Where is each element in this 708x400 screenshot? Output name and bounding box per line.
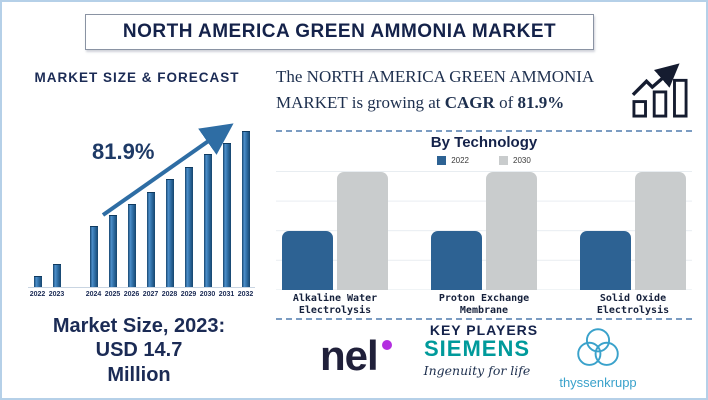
forecast-year-label: 2030	[199, 291, 216, 298]
thyssenkrupp-rings-icon	[577, 328, 619, 366]
siemens-wordmark: SIEMENS	[423, 336, 531, 361]
forecast-column-2024: 2024	[84, 130, 103, 300]
forecast-bar-2027	[146, 191, 155, 287]
forecast-year-label: 2032	[237, 291, 254, 298]
tech-category-label: Alkaline Water Electrolysis	[292, 293, 378, 316]
nel-wordmark: nel	[320, 332, 379, 379]
forecast-year-label: 2023	[48, 291, 65, 298]
page-title-box: NORTH AMERICA GREEN AMMONIA MARKET	[85, 14, 594, 50]
logo-nel: nel	[320, 332, 392, 380]
forecast-bar-2023	[52, 263, 61, 287]
headline-cagr-label: CAGR	[444, 92, 495, 112]
forecast-bar-2026	[127, 204, 136, 287]
forecast-year-label: 2022	[29, 291, 46, 298]
logo-siemens: SIEMENS Ingenuity for life	[412, 336, 542, 378]
tech-bar-2022	[431, 231, 482, 290]
tech-group	[580, 171, 686, 290]
tech-category-labels: Alkaline Water Electrolysis Proton Exchan…	[276, 293, 692, 317]
forecast-year-label: 2031	[218, 291, 235, 298]
forecast-bar-2029	[184, 166, 193, 287]
tech-category-label: Proton Exchange Membrane	[438, 293, 530, 316]
forecast-column-2028: 2028	[160, 130, 179, 300]
market-size-line3: Million	[107, 363, 171, 386]
forecast-column-2027: 2027	[141, 130, 160, 300]
tech-bar-2030	[337, 172, 388, 290]
tech-bar-2030	[486, 172, 537, 290]
tech-category-label: Solid Oxide Electrolysis	[596, 293, 670, 316]
growth-chart-icon	[631, 63, 688, 118]
forecast-bar-2030	[203, 154, 212, 287]
forecast-column-2023: 2023	[47, 130, 66, 300]
forecast-bar-2022	[33, 276, 42, 287]
cagr-annotation: 81.9%	[92, 139, 155, 164]
forecast-column-2032: 2032	[236, 130, 255, 300]
tech-bar-2022	[282, 231, 333, 290]
key-players-title: KEY PLAYERS	[429, 322, 539, 338]
divider-bottom	[276, 318, 692, 320]
tech-group	[431, 171, 537, 290]
forecast-column-2025: 2025	[103, 130, 122, 300]
tech-section-title: By Technology	[430, 134, 538, 151]
forecast-year-label: 2025	[104, 291, 121, 298]
tech-bar-2030	[635, 172, 686, 290]
legend-item-2022: 2022	[437, 156, 469, 165]
forecast-column-2022: 2022	[28, 130, 47, 300]
tech-group	[282, 171, 388, 290]
headline-cagr-value: 81.9%	[517, 92, 565, 112]
forecast-year-gap	[66, 130, 84, 300]
forecast-year-label: 2026	[123, 291, 140, 298]
forecast-bar-2032	[241, 131, 250, 287]
forecast-year-label: 2027	[142, 291, 159, 298]
market-size-line2: USD 14.7	[95, 339, 183, 362]
forecast-year-label: 2024	[85, 291, 102, 298]
forecast-bar-2024	[89, 226, 98, 287]
trend-arrow-icon	[101, 123, 234, 217]
headline: The NORTH AMERICA GREEN AMMONIA MARKET i…	[276, 64, 644, 115]
legend-label: 2022	[451, 156, 469, 165]
legend-swatch-icon	[499, 156, 508, 165]
tech-bar-2022	[580, 231, 631, 290]
nel-dot-icon	[381, 340, 392, 350]
logo-thyssenkrupp: thyssenkrupp	[548, 326, 648, 390]
forecast-year-label: 2029	[180, 291, 197, 298]
forecast-column-2030: 2030	[198, 130, 217, 300]
thyssenkrupp-wordmark: thyssenkrupp	[559, 375, 637, 390]
tech-bar-chart	[276, 171, 692, 290]
headline-of: of	[499, 92, 514, 112]
forecast-column-2026: 2026	[122, 130, 141, 300]
market-size-callout: Market Size, 2023: USD 14.7 Million	[14, 314, 264, 387]
divider-top	[276, 130, 692, 132]
siemens-tagline: Ingenuity for life	[423, 363, 531, 378]
market-size-line1: Market Size, 2023:	[52, 315, 226, 337]
forecast-column-2029: 2029	[179, 130, 198, 300]
legend-swatch-icon	[437, 156, 447, 165]
page-title: NORTH AMERICA GREEN AMMONIA MARKET	[122, 21, 557, 42]
legend-item-2030: 2030	[499, 156, 531, 165]
headline-text: The NORTH AMERICA GREEN AMMONIA MARKET i…	[276, 67, 594, 112]
forecast-year-label: 2028	[161, 291, 178, 298]
forecast-bar-chart: 2022 2023 2024 2025 2026 2027 2028 2029 2030 2031…	[28, 130, 255, 300]
forecast-bar-2025	[108, 215, 117, 287]
tech-legend: 2022 2030	[276, 156, 692, 165]
forecast-section-title: MARKET SIZE & FORECAST	[34, 70, 240, 85]
forecast-bar-2028	[165, 179, 174, 287]
legend-label: 2030	[513, 156, 531, 165]
